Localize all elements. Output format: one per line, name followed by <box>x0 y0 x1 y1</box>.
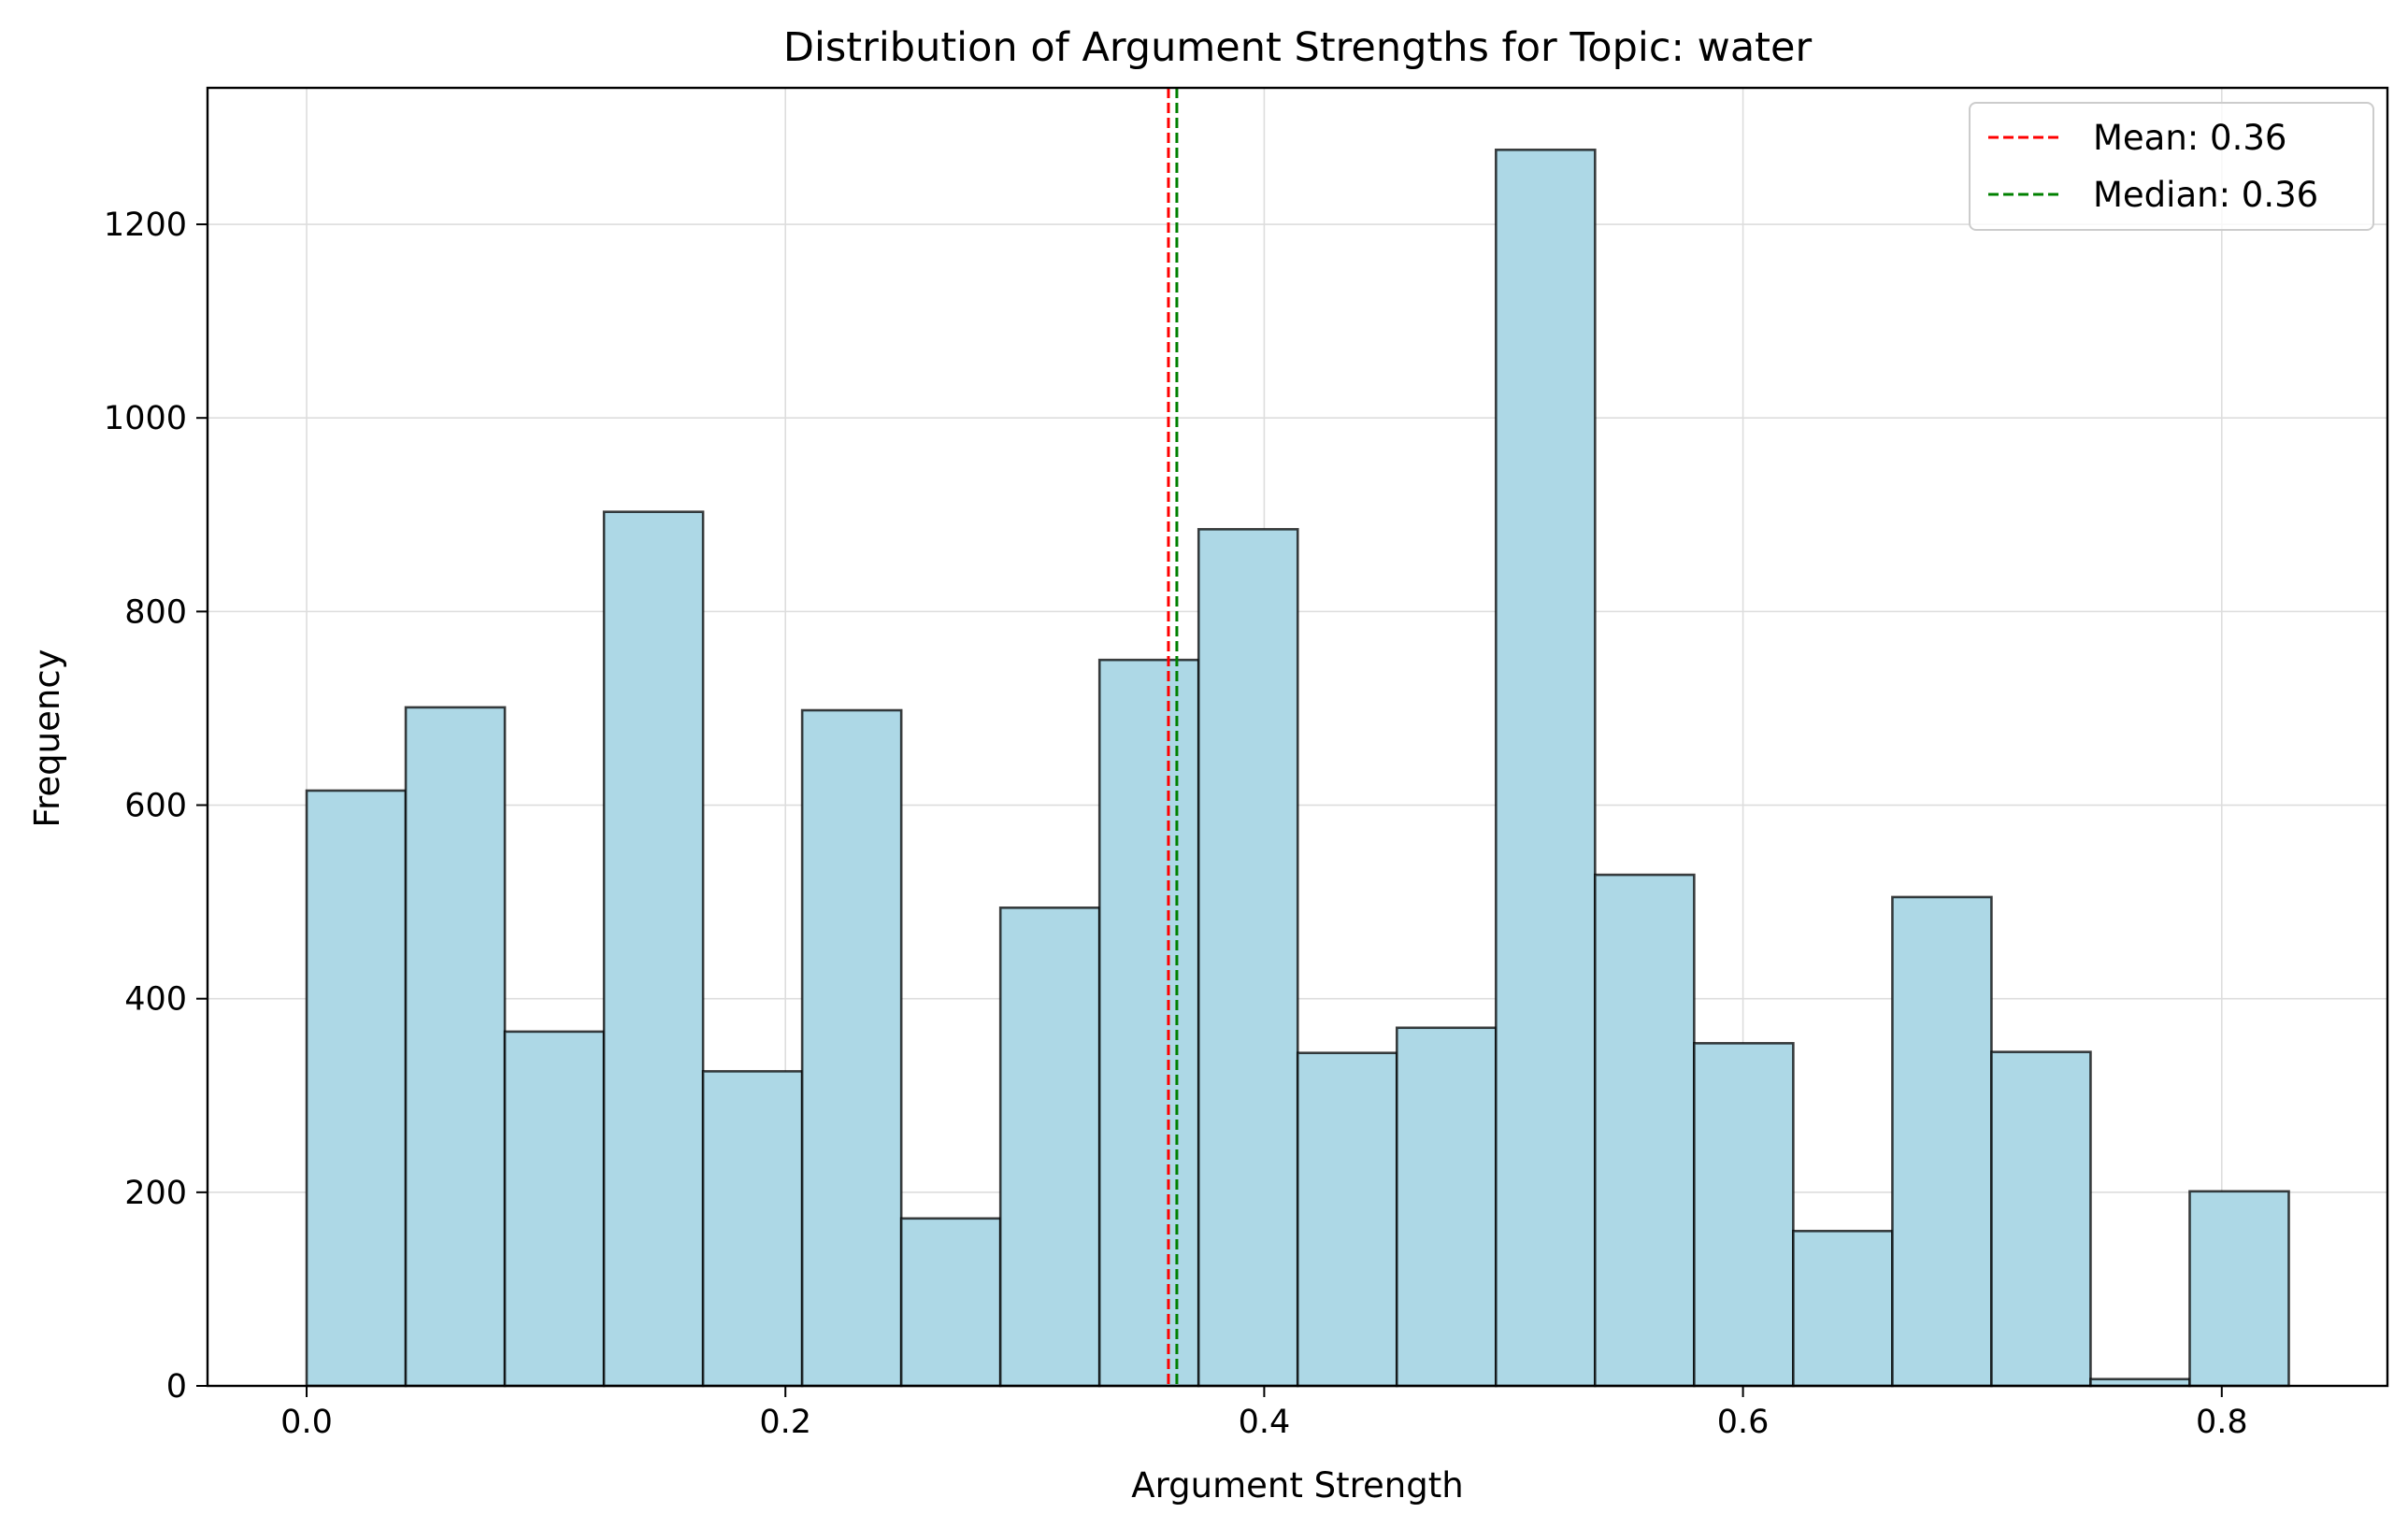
legend: Mean: 0.36 Median: 0.36 <box>1969 102 2374 231</box>
histogram-bar-14 <box>1693 1042 1795 1388</box>
histogram-bar-17 <box>1990 1050 2092 1388</box>
histogram-bars <box>305 148 2290 1388</box>
histogram-bar-0 <box>305 789 408 1388</box>
histogram-bar-10 <box>1296 1051 1398 1388</box>
histogram-bar-11 <box>1395 1026 1498 1388</box>
histogram-bar-9 <box>1197 528 1299 1388</box>
y-axis-label: Frequency <box>27 649 67 827</box>
y-tick-label-5: 1000 <box>104 400 187 437</box>
histogram-bar-16 <box>1891 895 1993 1388</box>
histogram-bar-2 <box>503 1030 606 1388</box>
legend-mean-label: Mean: 0.36 <box>2093 118 2286 158</box>
y-tick-label-3: 600 <box>124 788 187 825</box>
histogram-bar-13 <box>1594 873 1696 1388</box>
legend-box <box>1969 102 2374 231</box>
x-tick-label-1: 0.2 <box>759 1404 811 1441</box>
reference-lines <box>1167 88 1179 1386</box>
histogram-bar-7 <box>998 906 1101 1388</box>
x-tick-label-3: 0.6 <box>1717 1404 1770 1441</box>
histogram-bar-15 <box>1792 1229 1894 1388</box>
histogram-bar-1 <box>404 706 507 1388</box>
y-tick-label-6: 1200 <box>104 207 187 244</box>
histogram-bar-12 <box>1495 148 1597 1388</box>
y-tick-label-0: 0 <box>166 1368 187 1406</box>
histogram-bar-8 <box>1097 658 1200 1388</box>
plot-frame <box>206 86 2389 1388</box>
histogram-bar-5 <box>800 708 903 1388</box>
x-tick-label-0: 0.0 <box>280 1404 333 1441</box>
histogram-bar-4 <box>701 1070 804 1388</box>
chart-title: Distribution of Argument Strengths for T… <box>783 24 1813 71</box>
y-tick-label-1: 200 <box>124 1175 187 1212</box>
x-axis-ticks: 0.0 0.2 0.4 0.6 0.8 <box>280 1386 2248 1441</box>
x-tick-label-2: 0.4 <box>1239 1404 1291 1441</box>
x-tick-label-4: 0.8 <box>2196 1404 2248 1441</box>
y-tick-label-4: 800 <box>124 593 187 631</box>
y-tick-label-2: 400 <box>124 981 187 1019</box>
histogram-bar-6 <box>899 1217 1002 1388</box>
x-axis-label: Argument Strength <box>1131 1465 1463 1506</box>
histogram-bar-3 <box>602 510 705 1388</box>
legend-median-label: Median: 0.36 <box>2093 175 2318 215</box>
y-axis-ticks: 0 200 400 600 800 1000 1200 <box>104 207 208 1406</box>
histogram-bar-19 <box>2188 1190 2290 1388</box>
